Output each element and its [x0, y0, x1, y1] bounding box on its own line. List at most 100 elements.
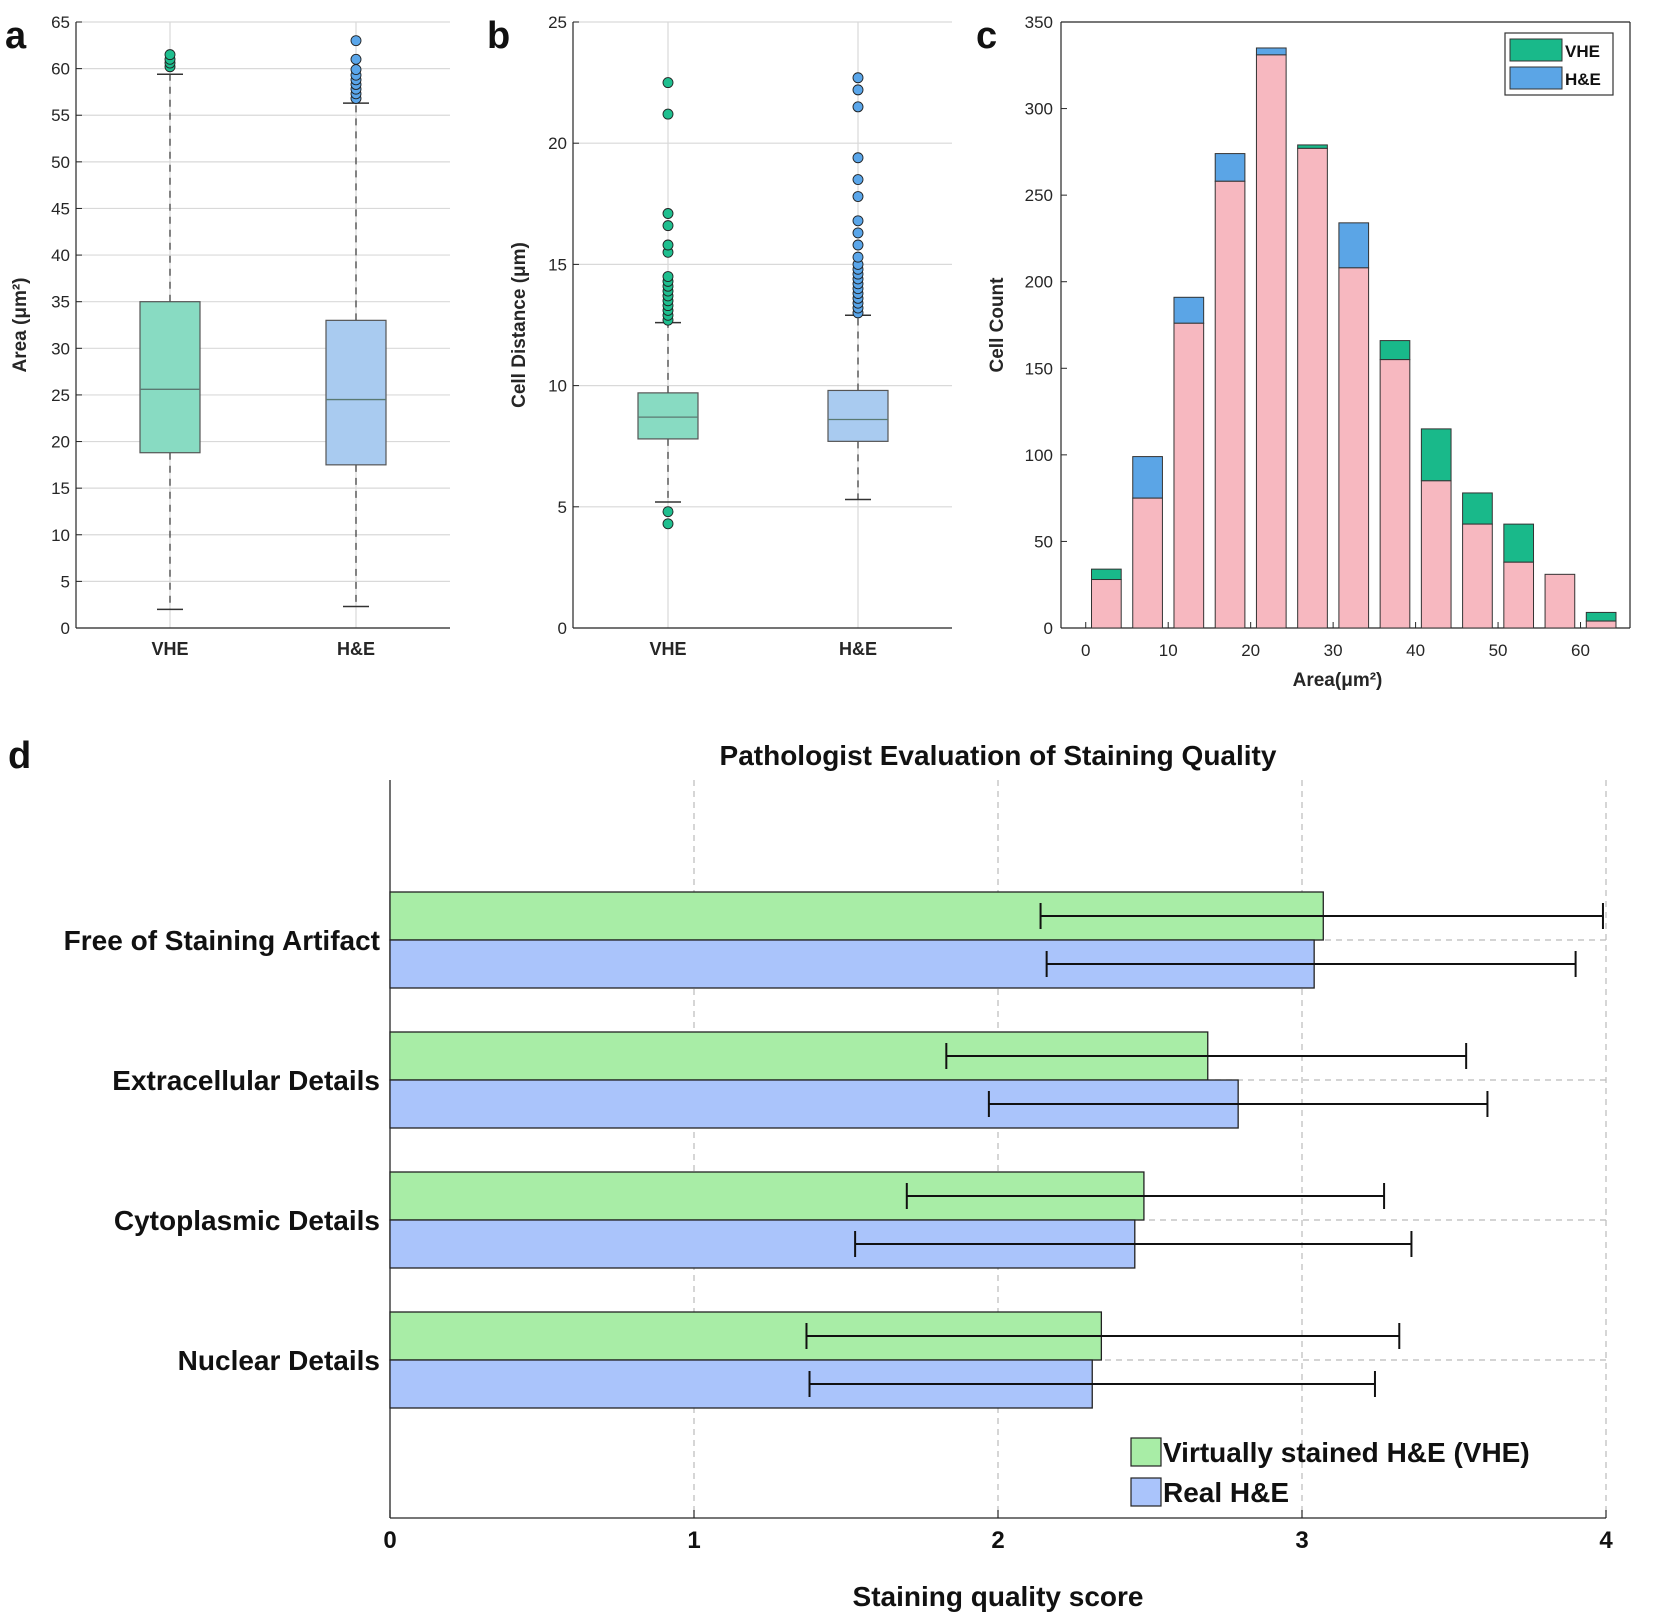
panel-letter-d: d: [8, 735, 31, 777]
bar-he-excess: [1173, 296, 1205, 324]
y-tick-label: 300: [1025, 100, 1053, 119]
y-tick-label: 65: [51, 13, 70, 32]
x-tick-label: 0: [1081, 641, 1090, 660]
histogram-bin: [1420, 428, 1452, 629]
histogram-bin: [1544, 573, 1576, 629]
legend: Virtually stained H&E (VHE) Real H&E: [1130, 1437, 1530, 1508]
bar-overlap: [1544, 573, 1576, 629]
bar-he-excess: [1214, 153, 1246, 182]
histogram-bin: [1585, 611, 1617, 629]
chart-title: Pathologist Evaluation of Staining Quali…: [720, 740, 1277, 771]
x-tick-label: 30: [1324, 641, 1343, 660]
bar-vhe-excess: [1379, 340, 1411, 361]
outlier-point: [852, 152, 864, 164]
y-tick-label: 40: [51, 246, 70, 265]
bar-overlap: [1379, 359, 1411, 629]
legend: VHE H&E: [1504, 32, 1614, 96]
y-axis-label: Cell Count: [987, 277, 1008, 373]
outlier-point: [662, 220, 674, 232]
bar-overlap: [1585, 620, 1617, 629]
bar-overlap: [1173, 322, 1205, 629]
category-group: [389, 1311, 1401, 1409]
outlier-point: [852, 227, 864, 239]
box-vhe: [637, 77, 699, 530]
panel-letter-c: c: [976, 15, 997, 57]
legend-label-he: H&E: [1565, 70, 1601, 89]
category-label: Free of Staining Artifact: [64, 925, 380, 956]
y-tick-label: 55: [51, 106, 70, 125]
legend-swatch-vhe: [1509, 38, 1563, 62]
histogram-bin: [1132, 456, 1163, 629]
y-tick-label: 250: [1025, 186, 1053, 205]
x-tick-label: 3: [1295, 1527, 1308, 1554]
y-tick-label: 35: [51, 293, 70, 312]
outlier-point: [852, 101, 864, 113]
y-tick-label: 15: [548, 255, 567, 274]
legend-label-he: Real H&E: [1163, 1477, 1289, 1508]
x-tick-label: 10: [1159, 641, 1178, 660]
interquartile-box: [637, 392, 699, 440]
category-group: [389, 1171, 1413, 1269]
bar-he-excess: [1255, 47, 1287, 56]
panel-a-boxplot: a 0 5 10 15 20 25 30 35 40 45 50 55 60 65 VHE H&E Area (μ…: [5, 13, 450, 659]
y-tick-label: 45: [51, 199, 70, 218]
histogram-bin: [1091, 568, 1122, 629]
outlier-point: [852, 239, 864, 251]
x-tick-label: 2: [991, 1527, 1004, 1554]
box-vhe: [139, 49, 201, 611]
y-tick-label: 30: [51, 339, 70, 358]
bar-vhe-excess: [1297, 144, 1328, 149]
bar-overlap: [1503, 561, 1535, 629]
x-category-label: VHE: [151, 639, 188, 659]
y-tick-label: 20: [51, 433, 70, 452]
legend-swatch-he: [1130, 1477, 1162, 1507]
x-tick-label: 20: [1241, 641, 1260, 660]
y-tick-label: 5: [61, 572, 70, 591]
histogram-bin: [1503, 523, 1535, 629]
x-tick-label: 60: [1571, 641, 1590, 660]
outlier-point: [852, 72, 864, 84]
histogram-bin: [1379, 340, 1411, 629]
y-tick-label: 10: [548, 377, 567, 396]
bar-he-excess: [1132, 456, 1163, 499]
category-group: [389, 1031, 1489, 1129]
x-tick-label: 50: [1489, 641, 1508, 660]
outlier-point: [350, 35, 362, 47]
outlier-point: [662, 506, 674, 518]
y-tick-label: 10: [51, 526, 70, 545]
bar-vhe-excess: [1420, 428, 1452, 482]
panel-c-histogram: c 0 50 100 150 200 250 300 350 0 10 20 30 40 50 60 VHE H&…: [976, 13, 1631, 691]
y-tick-label: 350: [1025, 13, 1053, 32]
bar-he-excess: [1338, 222, 1370, 269]
y-tick-label: 60: [51, 60, 70, 79]
box-he: [827, 72, 889, 501]
x-category-label: H&E: [337, 639, 375, 659]
histogram-bin: [1173, 296, 1205, 629]
bar-overlap: [1214, 180, 1246, 629]
legend-label-vhe: VHE: [1565, 42, 1600, 61]
bar-vhe-excess: [1091, 568, 1122, 581]
category-label: Nuclear Details: [178, 1345, 380, 1376]
y-tick-label: 15: [51, 479, 70, 498]
histogram-bin: [1462, 492, 1493, 629]
category-label: Cytoplasmic Details: [114, 1205, 380, 1236]
outlier-point: [350, 64, 362, 75]
panel-letter-b: b: [487, 15, 510, 57]
bar-overlap: [1462, 523, 1493, 629]
interquartile-box: [325, 319, 387, 466]
bar-overlap: [1420, 480, 1452, 629]
interquartile-box: [139, 301, 201, 454]
plot-area: [76, 22, 450, 628]
y-tick-label: 50: [51, 153, 70, 172]
y-tick-label: 5: [558, 498, 567, 517]
y-tick-label: 0: [61, 619, 70, 638]
x-axis-label: Area(μm²): [1293, 670, 1383, 691]
outlier-point: [662, 108, 674, 120]
y-tick-label: 25: [548, 13, 567, 32]
legend-swatch-he: [1509, 66, 1563, 90]
x-tick-label: 1: [687, 1527, 700, 1554]
histogram-bin: [1214, 153, 1246, 629]
legend-swatch-vhe: [1130, 1437, 1162, 1467]
y-axis-label: Cell Distance (μm): [509, 242, 530, 408]
